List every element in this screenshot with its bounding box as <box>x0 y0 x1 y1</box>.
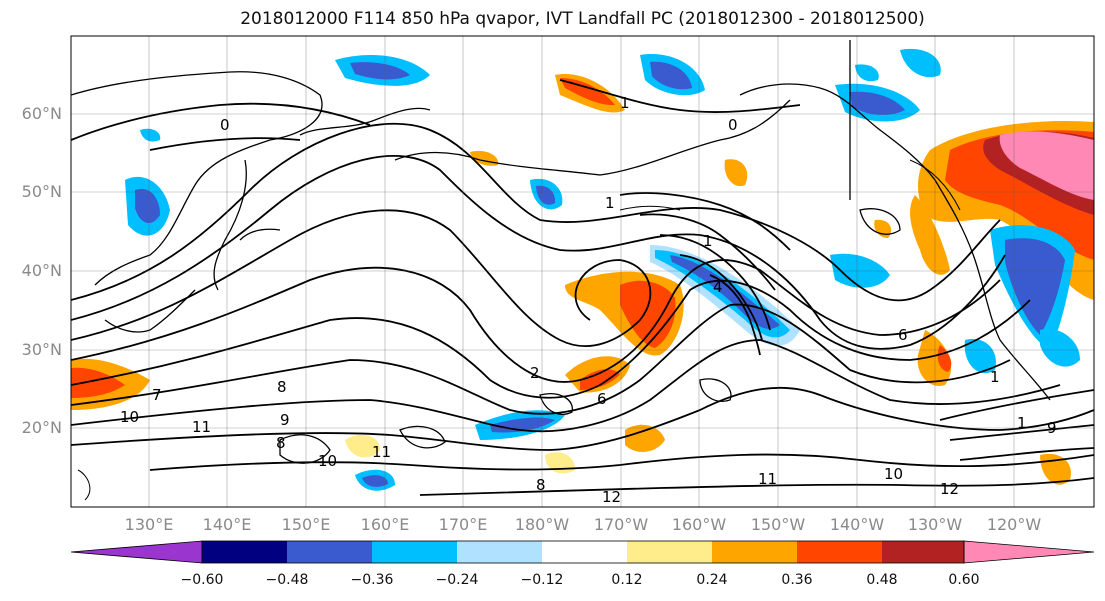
lon-label: 150°W <box>750 515 806 534</box>
contour-label: 1 <box>605 194 615 212</box>
colorbar-extend-low <box>70 540 203 564</box>
lat-label: 40°N <box>21 261 62 280</box>
colorbar-tick-label: 0.12 <box>611 572 643 588</box>
colorbar-segment <box>202 541 287 563</box>
colorbar-segment <box>627 541 712 563</box>
contour-label: 6 <box>898 326 908 344</box>
contour-label: 10 <box>318 452 337 470</box>
lat-label: 60°N <box>21 104 62 123</box>
colorbar-segment <box>457 541 542 563</box>
colorbar <box>70 540 1095 564</box>
contour-label: 10 <box>884 465 903 483</box>
colorbar-segment <box>542 541 627 563</box>
lon-label: 180°W <box>514 515 570 534</box>
lon-label: 130°W <box>907 515 963 534</box>
contour-label: 10 <box>120 408 139 426</box>
moisture-contours <box>71 79 1094 496</box>
contour-label: 12 <box>602 488 621 506</box>
contour-label: 0 <box>220 116 230 134</box>
lon-label: 130°E <box>124 515 174 534</box>
colorbar-segment <box>882 541 964 563</box>
contour-label: 1 <box>1017 414 1027 432</box>
contour-label: 6 <box>597 390 607 408</box>
lon-label: 170°E <box>438 515 488 534</box>
lon-label: 140°W <box>829 515 885 534</box>
lon-label: 150°E <box>281 515 331 534</box>
graticule <box>71 36 1094 507</box>
contour-label: 4 <box>713 278 723 296</box>
colorbar-tick-label: −0.48 <box>265 572 309 588</box>
colorbar-tick-label: −0.60 <box>180 572 224 588</box>
colorbar-tick-label: −0.12 <box>520 572 564 588</box>
map-title: 2018012000 F114 850 hPa qvapor, IVT Land… <box>240 9 925 29</box>
contour-labels: 0 1 1 1 2 4 6 6 7 8 8 8 9 9 10 10 10 11 … <box>120 94 1057 506</box>
colorbar-segment <box>712 541 797 563</box>
contour-label: 7 <box>152 386 162 404</box>
contour-label: 1 <box>990 368 1000 386</box>
lat-label: 20°N <box>21 418 62 437</box>
contour-label: 0 <box>728 116 738 134</box>
lon-label: 140°E <box>202 515 252 534</box>
lon-label: 160°E <box>360 515 410 534</box>
contour-label: 12 <box>940 480 959 498</box>
lon-label: 170°W <box>593 515 649 534</box>
lon-label: 120°W <box>986 515 1042 534</box>
lon-label: 160°W <box>671 515 727 534</box>
contour-label: 11 <box>192 418 211 436</box>
lat-label: 50°N <box>21 182 62 201</box>
contour-label: 8 <box>277 378 287 396</box>
contour-label: 11 <box>758 470 777 488</box>
colorbar-segment <box>372 541 457 563</box>
contour-label: 1 <box>620 94 630 112</box>
contour-label: 9 <box>280 411 290 429</box>
colorbar-tick-label: 0.24 <box>696 572 728 588</box>
contour-label: 1 <box>703 232 713 250</box>
colorbar-tick-label: −0.36 <box>350 572 394 588</box>
colorbar-tick-label: −0.24 <box>435 572 479 588</box>
map-plot-area: 0 1 1 1 2 4 6 6 7 8 8 8 9 9 10 10 10 11 … <box>71 36 1094 507</box>
contour-label: 11 <box>372 443 391 461</box>
colorbar-extend-high <box>963 540 1095 564</box>
colorbar-segment <box>797 541 882 563</box>
plot-frame <box>70 35 1095 508</box>
colorbar-frame <box>201 540 965 564</box>
contour-label: 8 <box>536 476 546 494</box>
contour-label: 8 <box>276 434 286 452</box>
colorbar-tick-label: 0.48 <box>866 572 898 588</box>
shaded-anomaly-fields <box>71 48 1094 491</box>
colorbar-segment <box>287 541 372 563</box>
colorbar-tick-label: 0.36 <box>781 572 813 588</box>
colorbar-tick-label: 0.60 <box>948 572 980 588</box>
contour-label: 9 <box>1047 419 1057 437</box>
lat-label: 30°N <box>21 340 62 359</box>
contour-label: 2 <box>530 364 540 382</box>
